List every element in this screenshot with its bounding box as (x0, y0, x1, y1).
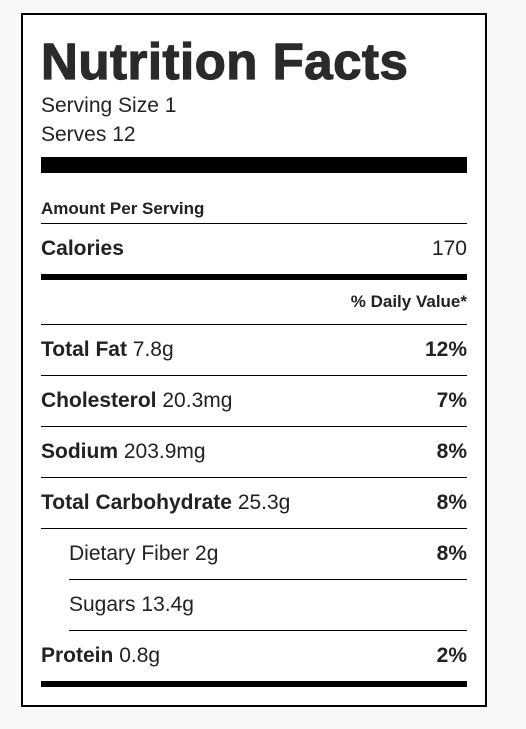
nutrient-dv: 2% (436, 644, 467, 667)
nutrient-row-sugars: Sugars 13.4g (69, 580, 467, 631)
label-title: Nutrition Facts (40, 32, 409, 90)
nutrient-row-total-fat: Total Fat 7.8g 12% (41, 325, 467, 376)
nutrient-name: Dietary Fiber (69, 542, 190, 565)
amount-per-serving: Amount Per Serving (41, 173, 467, 224)
nutrient-amount: 2g (195, 542, 219, 565)
nutrient-row-sodium: Sodium 203.9mg 8% (41, 427, 467, 478)
daily-value-header: % Daily Value* (41, 280, 467, 325)
nutrient-name: Protein (41, 644, 114, 667)
nutrient-dv: 12% (424, 338, 467, 361)
nutrient-name: Total Fat (41, 338, 127, 361)
nutrient-row-total-carbohydrate: Total Carbohydrate 25.3g 8% (41, 478, 467, 529)
nutrient-name: Total Carbohydrate (41, 491, 232, 514)
nutrient-amount: 20.3mg (162, 389, 233, 412)
nutrient-name: Sodium (41, 440, 118, 463)
calories-value: 170 (431, 237, 467, 260)
serves: Serves 12 (41, 123, 136, 146)
nutrient-row-cholesterol: Cholesterol 20.3mg 7% (41, 376, 467, 427)
nutrient-dv: 8% (436, 440, 467, 463)
nutrient-amount: 7.8g (132, 338, 174, 361)
bottom-divider (41, 681, 467, 687)
nutrient-row-dietary-fiber: Dietary Fiber 2g 8% (69, 529, 467, 580)
nutrient-amount: 13.4g (141, 593, 194, 616)
calories-row: Calories 170 (41, 224, 467, 274)
nutrient-dv: 8% (436, 542, 467, 565)
thick-divider (41, 157, 467, 173)
nutrient-name: Cholesterol (41, 389, 157, 412)
nutrient-amount: 25.3g (237, 491, 291, 514)
nutrient-amount: 203.9mg (123, 440, 206, 463)
nutrient-amount: 0.8g (119, 644, 161, 667)
medium-divider (41, 274, 467, 280)
nutrient-row-protein: Protein 0.8g 2% (41, 631, 467, 681)
nutrition-label: Nutrition Facts Serving Size 1 Serves 12… (21, 13, 487, 707)
nutrient-dv: 7% (436, 389, 467, 412)
nutrient-dv: 8% (436, 491, 467, 514)
calories-label: Calories (41, 237, 124, 260)
serving-size: Serving Size 1 (41, 94, 177, 117)
nutrient-name: Sugars (69, 593, 136, 616)
sub-nutrients: Dietary Fiber 2g 8% Sugars 13.4g (41, 529, 467, 631)
